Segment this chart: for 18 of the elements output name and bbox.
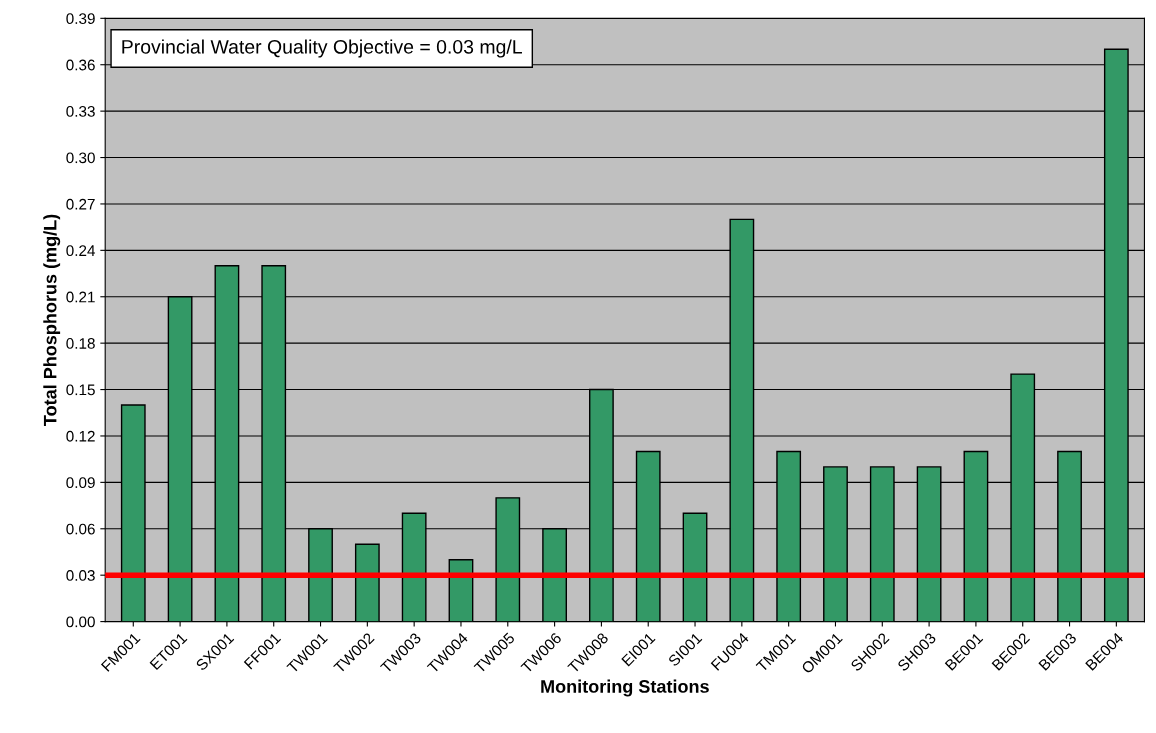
y-tick-label: 0.06 — [66, 523, 95, 535]
y-tick-label: 0.18 — [66, 338, 95, 349]
y-tick-label: 0.03 — [66, 570, 95, 581]
x-axis-title: Monitoring Stations — [541, 679, 709, 697]
y-tick-label: 0.30 — [66, 152, 95, 164]
y-tick-label: 0.00 — [66, 616, 95, 628]
y-tick-label: 0.21 — [66, 291, 95, 303]
y-tick-label: 0.39 — [66, 13, 95, 25]
y-tick-label: 0.09 — [66, 477, 95, 489]
y-axis-title: Total Phosphorus (mg/L) — [43, 214, 61, 426]
y-tick-label: 0.27 — [66, 198, 95, 210]
y-tick-label: 0.24 — [66, 245, 96, 257]
annotation: Provincial Water Quality Objective = 0.03 mg/L — [122, 39, 522, 58]
y-tick-label: 0.12 — [66, 430, 95, 442]
bar — [354, 543, 380, 622]
y-tick-label: 0.33 — [66, 106, 95, 117]
y-tick-label: 0.36 — [66, 59, 95, 71]
y-tick-label: 0.15 — [66, 384, 95, 396]
